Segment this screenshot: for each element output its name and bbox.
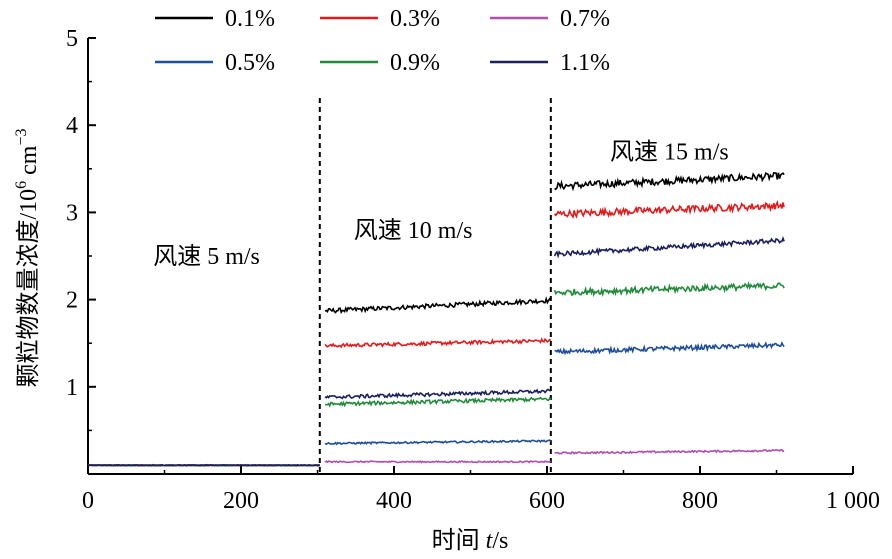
legend-label: 0.1% (225, 6, 275, 32)
legend-label: 0.3% (390, 6, 440, 32)
series-line-1.1% (87, 464, 320, 467)
x-tick-label: 200 (223, 488, 259, 514)
series-line-1.1% (324, 388, 552, 400)
series-line-0.5% (554, 341, 785, 356)
series-line-0.7% (324, 459, 552, 464)
x-tick-label: 400 (376, 488, 412, 514)
speed-dividers (318, 98, 552, 474)
y-tick-label: 2 (66, 288, 78, 314)
legend-label: 0.9% (390, 50, 440, 76)
series-line-0.1% (324, 296, 552, 315)
series-layer (87, 171, 785, 467)
series-line-0.1% (554, 171, 785, 192)
y-tick-label: 1 (66, 375, 78, 401)
axes: 0 200 400 600 800 1 000 1 2 3 4 5 (66, 26, 880, 514)
legend-label: 1.1% (560, 50, 610, 76)
legend-label: 0.5% (225, 50, 275, 76)
legend: 0.1% 0.3% 0.7% 0.5% 0.9% 1.1% (155, 6, 610, 76)
series-line-0.9% (553, 281, 785, 298)
y-tick-label: 3 (66, 200, 78, 226)
series-line-0.3% (553, 200, 785, 219)
wind-speed-annotation: 风速 10 m/s (354, 217, 473, 244)
y-tick-label: 5 (66, 26, 78, 52)
series-line-0.9% (325, 396, 552, 408)
series-line-0.7% (554, 448, 785, 455)
wind-speed-annotation: 风速 5 m/s (153, 243, 260, 270)
series-line-0.5% (324, 439, 552, 446)
y-axis-title: 颗粒物数量浓度/106 cm−3 (13, 128, 42, 387)
x-tick-label: 800 (682, 488, 718, 514)
x-tick-label: 1 000 (826, 488, 880, 514)
series-line-0.3% (324, 337, 552, 349)
x-tick-label: 0 (82, 488, 94, 514)
x-tick-label: 600 (529, 488, 565, 514)
y-tick-label: 4 (66, 113, 78, 139)
wind-speed-annotation: 风速 15 m/s (610, 138, 729, 165)
legend-label: 0.7% (560, 6, 610, 32)
x-axis-title: 时间 t/s (432, 527, 509, 554)
series-line-1.1% (553, 235, 785, 259)
annotations: 风速 5 m/s 风速 10 m/s 风速 15 m/s (153, 138, 729, 270)
